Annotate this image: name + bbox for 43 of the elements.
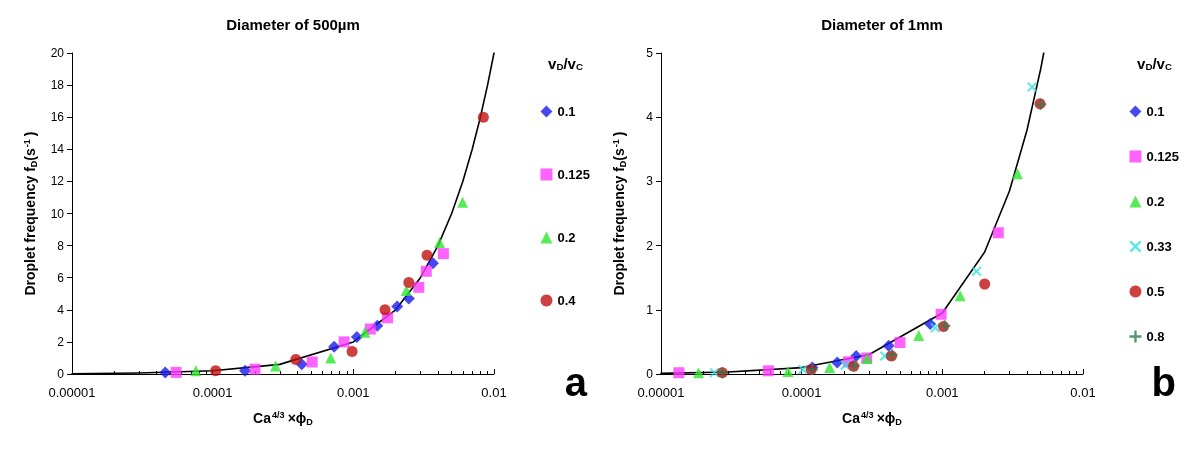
y-axis-title: Droplet frequency fD(s-1) bbox=[610, 131, 628, 296]
legend-title: vD/vC bbox=[548, 55, 584, 73]
legend-label: 0.1 bbox=[557, 104, 576, 119]
y-tick-label: 2 bbox=[57, 334, 65, 349]
y-tick-label: 4 bbox=[646, 110, 654, 125]
y-tick-label: 2 bbox=[646, 238, 654, 253]
text: b bbox=[1151, 360, 1176, 404]
chart-title: Diameter of 500µm bbox=[226, 16, 360, 33]
y-tick-label: 5 bbox=[646, 46, 654, 60]
x-tick-label: 0.0001 bbox=[192, 385, 233, 400]
x-tick-label: 0.001 bbox=[926, 385, 959, 400]
y-tick-label: 0 bbox=[646, 367, 654, 381]
x-tick-label: 0.00001 bbox=[637, 385, 685, 400]
y-tick-label: 0 bbox=[57, 367, 65, 381]
x-tick-label: 0.00001 bbox=[48, 385, 96, 400]
y-axis-title: Droplet frequency fD(s-1) bbox=[21, 131, 39, 296]
legend-label: 0.4 bbox=[557, 293, 577, 308]
legend-label: 0.5 bbox=[1146, 284, 1165, 299]
chart-title: Diameter of 1mm bbox=[821, 16, 943, 33]
legend-label: 0.33 bbox=[1146, 239, 1172, 254]
y-tick-label: 6 bbox=[57, 270, 65, 285]
legend-label: 0.1 bbox=[1146, 104, 1165, 119]
legend-label: 0.125 bbox=[557, 167, 591, 182]
legend-label: 0.8 bbox=[1146, 329, 1165, 344]
legend-label: 0.125 bbox=[1146, 149, 1180, 164]
y-tick-label: 3 bbox=[646, 174, 654, 189]
x-tick-label: 0.01 bbox=[481, 385, 507, 400]
x-tick-label: 0.0001 bbox=[781, 385, 822, 400]
x-tick-label: 0.01 bbox=[1070, 385, 1096, 400]
x-tick-label: 0.001 bbox=[337, 385, 370, 400]
legend-title: vD/vC bbox=[1137, 55, 1173, 73]
y-tick-label: 8 bbox=[57, 238, 65, 253]
y-tick-label: 18 bbox=[50, 78, 65, 93]
y-tick-label: 1 bbox=[646, 302, 654, 317]
y-tick-label: 12 bbox=[50, 174, 65, 189]
legend-label: 0.2 bbox=[557, 230, 576, 245]
legend-label: 0.2 bbox=[1146, 194, 1165, 209]
y-tick-label: 14 bbox=[50, 142, 65, 157]
text: a bbox=[564, 360, 588, 404]
y-tick-label: 20 bbox=[50, 46, 65, 60]
y-tick-label: 16 bbox=[50, 110, 65, 125]
y-tick-label: 10 bbox=[50, 206, 65, 221]
y-tick-label: 4 bbox=[57, 302, 65, 317]
